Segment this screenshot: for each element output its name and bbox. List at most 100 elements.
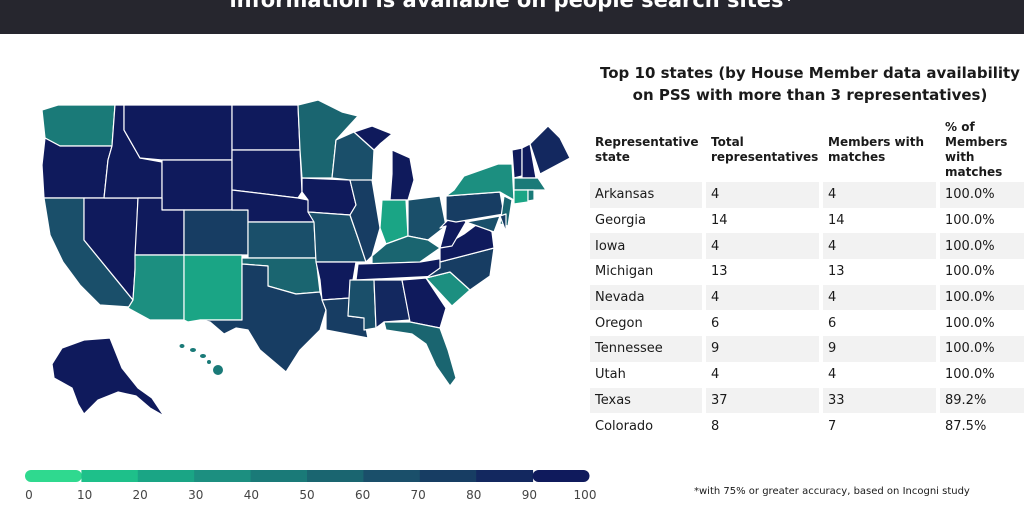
cell-total: 6 [702, 310, 821, 337]
column-header: % of Members with matches [936, 118, 1024, 182]
cell-total: 9 [702, 336, 821, 362]
legend-swatch [419, 470, 477, 482]
legend-swatch [307, 470, 364, 482]
table-row: Tennessee 9 9 100.0% [590, 336, 1024, 362]
legend-swatch [137, 470, 195, 482]
legend-swatch [250, 470, 308, 482]
cell-total: 4 [702, 233, 821, 260]
table-row: Utah 4 4 100.0% [590, 361, 1024, 388]
state-alabama[interactable] [373, 279, 411, 329]
cell-state: Nevada [590, 284, 704, 311]
state-montana[interactable] [123, 104, 233, 161]
state-washington[interactable] [41, 104, 116, 147]
legend-tick-label: 30 [188, 488, 203, 502]
legend-tick-label: 40 [244, 488, 259, 502]
state-massachusetts[interactable] [513, 177, 547, 191]
state-florida[interactable] [383, 321, 457, 387]
legend-tick-label: 60 [355, 488, 370, 502]
cell-matches: 13 [819, 259, 938, 285]
state-north-carolina[interactable] [425, 247, 495, 291]
cell-pct: 100.0% [936, 336, 1024, 362]
cell-pct: 100.0% [936, 284, 1024, 311]
state-new-mexico[interactable] [183, 254, 243, 323]
cell-total: 4 [702, 284, 821, 311]
cell-total: 37 [702, 387, 821, 414]
legend-tick-label: 80 [466, 488, 481, 502]
table-row: Colorado 8 7 87.5% [590, 413, 1024, 439]
legend-tick-label: 10 [77, 488, 92, 502]
table-row: Georgia 14 14 100.0% [590, 207, 1024, 234]
table-row: Arkansas 4 4 100.0% [590, 182, 1024, 208]
state-kansas[interactable] [247, 221, 317, 259]
state-maryland[interactable] [465, 215, 501, 233]
table-header-row: Representative state Total representativ… [590, 118, 1024, 182]
cell-total: 14 [702, 207, 821, 234]
cell-pct: 100.0% [936, 259, 1024, 285]
cell-state: Texas [590, 387, 704, 414]
legend-swatch [81, 470, 139, 482]
cell-pct: 87.5% [936, 413, 1024, 439]
cell-state: Utah [590, 361, 704, 388]
cell-state: Arkansas [590, 182, 704, 208]
legend-tick-label: 20 [133, 488, 148, 502]
table-row: Michigan 13 13 100.0% [590, 259, 1024, 285]
legend-swatch [476, 470, 534, 482]
legend-tick-label: 90 [522, 488, 537, 502]
state-south-dakota[interactable] [231, 149, 303, 199]
state-north-dakota[interactable] [231, 104, 301, 151]
state-colorado[interactable] [183, 209, 249, 256]
state-alaska[interactable] [51, 337, 165, 417]
cell-pct: 100.0% [936, 310, 1024, 337]
state-illinois[interactable] [349, 179, 381, 263]
state-new-york[interactable] [445, 163, 515, 201]
column-header: Members with matches [819, 118, 938, 182]
cell-matches: 6 [819, 310, 938, 337]
cell-pct: 100.0% [936, 207, 1024, 234]
cell-matches: 33 [819, 387, 938, 414]
cell-matches: 9 [819, 336, 938, 362]
state-virginia[interactable] [439, 221, 495, 263]
color-scale-legend: 0 10 20 30 40 50 60 70 80 90 100 [25, 470, 597, 502]
state-hawaii[interactable] [179, 344, 224, 375]
state-wyoming[interactable] [161, 159, 233, 211]
cell-matches: 4 [819, 361, 938, 388]
table-row: Iowa 4 4 100.0% [590, 233, 1024, 260]
state-vermont[interactable] [511, 147, 523, 179]
legend-tick-label: 50 [299, 488, 314, 502]
state-michigan-upper[interactable] [353, 125, 393, 151]
legend-swatch [363, 470, 421, 482]
state-georgia[interactable] [401, 277, 447, 329]
column-header: Total representatives [702, 118, 821, 182]
state-maine[interactable] [529, 125, 571, 175]
table-row: Oregon 6 6 100.0% [590, 310, 1024, 337]
state-iowa[interactable] [301, 177, 357, 216]
cell-matches: 14 [819, 207, 938, 234]
cell-matches: 4 [819, 182, 938, 208]
cell-state: Michigan [590, 259, 704, 285]
cell-total: 4 [702, 182, 821, 208]
state-texas[interactable] [199, 263, 327, 373]
column-header: Representative state [595, 135, 699, 164]
legend-swatch [25, 470, 82, 482]
cell-state: Georgia [590, 207, 704, 234]
cell-total: 8 [702, 413, 821, 439]
footnote: *with 75% or greater accuracy, based on … [694, 486, 970, 497]
legend-tick-label: 100 [574, 488, 597, 502]
state-delaware[interactable] [499, 213, 507, 233]
cell-state: Tennessee [590, 336, 704, 362]
cell-matches: 4 [819, 233, 938, 260]
state-michigan[interactable] [389, 149, 415, 201]
state-arizona[interactable] [127, 254, 185, 321]
table-title-line-1: Top 10 states (by House Member data avai… [600, 64, 1020, 82]
header-bar: information is available on people searc… [0, 0, 1024, 34]
us-choropleth-map [41, 99, 571, 417]
state-oregon[interactable] [41, 137, 113, 199]
cell-state: Colorado [590, 413, 704, 439]
state-connecticut[interactable] [513, 189, 529, 205]
state-ohio[interactable] [407, 195, 447, 241]
cell-pct: 89.2% [936, 387, 1024, 414]
state-rhode-island[interactable] [527, 189, 535, 202]
cell-total: 13 [702, 259, 821, 285]
top-states-table: Representative state Total representativ… [590, 118, 1024, 439]
cell-matches: 7 [819, 413, 938, 439]
